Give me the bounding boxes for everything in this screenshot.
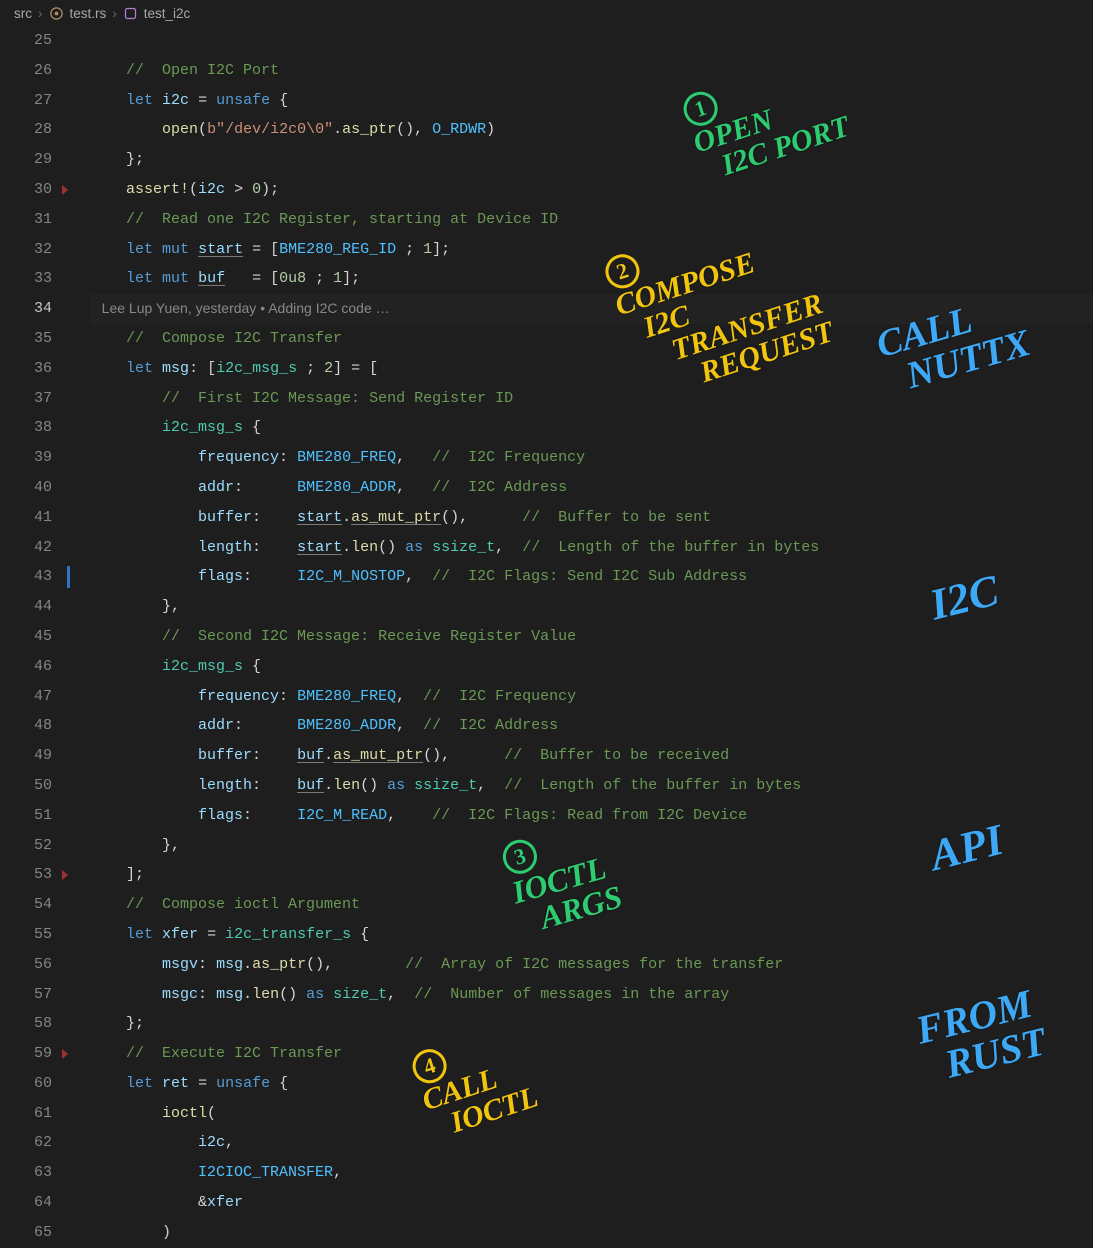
line-number: 41 xyxy=(0,503,52,533)
code-line[interactable]: frequency: BME280_FREQ, // I2C Frequency xyxy=(90,443,1093,473)
code-line[interactable]: msgc: msg.len() as size_t, // Number of … xyxy=(90,980,1093,1010)
code-line[interactable]: // Open I2C Port xyxy=(90,56,1093,86)
line-number: 39 xyxy=(0,443,52,473)
code-line[interactable]: let xfer = i2c_transfer_s { xyxy=(90,920,1093,950)
line-number: 55 xyxy=(0,920,52,950)
line-number: 33 xyxy=(0,264,52,294)
line-number: 37 xyxy=(0,384,52,414)
line-number: 36 xyxy=(0,354,52,384)
line-number: 43 xyxy=(0,562,52,592)
chevron-right-icon: › xyxy=(38,6,43,21)
code-line[interactable]: buffer: buf.as_mut_ptr(), // Buffer to b… xyxy=(90,741,1093,771)
line-number: 53 xyxy=(0,860,52,890)
code-line[interactable]: ]; xyxy=(90,860,1093,890)
code-line[interactable]: open(b"/dev/i2c0\0".as_ptr(), O_RDWR) xyxy=(90,115,1093,145)
chevron-right-icon: › xyxy=(112,6,117,21)
code-line[interactable]: }, xyxy=(90,831,1093,861)
code-line[interactable]: let mut start = [BME280_REG_ID ; 1]; xyxy=(90,235,1093,265)
line-number: 35 xyxy=(0,324,52,354)
line-number: 45 xyxy=(0,622,52,652)
line-number: 59 xyxy=(0,1039,52,1069)
fold-marker-icon xyxy=(62,185,68,195)
line-number: 42 xyxy=(0,533,52,563)
code-line[interactable]: frequency: BME280_FREQ, // I2C Frequency xyxy=(90,682,1093,712)
code-line[interactable]: // Read one I2C Register, starting at De… xyxy=(90,205,1093,235)
code-line[interactable]: // Execute I2C Transfer xyxy=(90,1039,1093,1069)
line-number: 61 xyxy=(0,1099,52,1129)
line-number: 49 xyxy=(0,741,52,771)
line-number: 40 xyxy=(0,473,52,503)
code-area[interactable]: // Open I2C Port let i2c = unsafe { open… xyxy=(82,26,1093,1238)
code-line[interactable]: let mut buf = [0u8 ; 1]; xyxy=(90,264,1093,294)
code-line[interactable]: ) xyxy=(90,1218,1093,1248)
line-number: 56 xyxy=(0,950,52,980)
code-line[interactable]: msgv: msg.as_ptr(), // Array of I2C mess… xyxy=(90,950,1093,980)
line-number: 30 xyxy=(0,175,52,205)
code-line[interactable]: // Second I2C Message: Receive Register … xyxy=(90,622,1093,652)
line-number: 32 xyxy=(0,235,52,265)
line-number: 48 xyxy=(0,711,52,741)
line-number: 65 xyxy=(0,1218,52,1248)
line-number: 62 xyxy=(0,1128,52,1158)
code-line[interactable]: let msg: [i2c_msg_s ; 2] = [ xyxy=(90,354,1093,384)
code-line[interactable]: &xfer xyxy=(90,1188,1093,1218)
line-number: 63 xyxy=(0,1158,52,1188)
code-line[interactable]: addr: BME280_ADDR, // I2C Address xyxy=(90,473,1093,503)
code-line[interactable]: buffer: start.as_mut_ptr(), // Buffer to… xyxy=(90,503,1093,533)
symbol-function-icon xyxy=(123,6,138,21)
code-line[interactable]: i2c_msg_s { xyxy=(90,413,1093,443)
line-number: 44 xyxy=(0,592,52,622)
code-line[interactable]: }; xyxy=(90,145,1093,175)
code-line[interactable]: flags: I2C_M_READ, // I2C Flags: Read fr… xyxy=(90,801,1093,831)
gutter-change-bar xyxy=(67,566,70,588)
line-number: 64 xyxy=(0,1188,52,1218)
line-number: 28 xyxy=(0,115,52,145)
code-line[interactable]: i2c_msg_s { xyxy=(90,652,1093,682)
code-line[interactable] xyxy=(90,26,1093,56)
rust-file-icon xyxy=(49,6,64,21)
breadcrumb-item-file[interactable]: test.rs xyxy=(70,6,107,21)
code-line[interactable]: assert!(i2c > 0); xyxy=(90,175,1093,205)
line-number: 60 xyxy=(0,1069,52,1099)
code-line[interactable]: }, xyxy=(90,592,1093,622)
line-number-gutter: 2526272829303132333435363738394041424344… xyxy=(0,26,82,1238)
line-number: 29 xyxy=(0,145,52,175)
line-number: 25 xyxy=(0,26,52,56)
line-number: 51 xyxy=(0,801,52,831)
code-line[interactable]: I2CIOC_TRANSFER, xyxy=(90,1158,1093,1188)
line-number: 52 xyxy=(0,831,52,861)
breadcrumb-item-src[interactable]: src xyxy=(14,6,32,21)
code-line[interactable]: let ret = unsafe { xyxy=(90,1069,1093,1099)
line-number: 27 xyxy=(0,86,52,116)
line-number: 31 xyxy=(0,205,52,235)
fold-marker-icon xyxy=(62,870,68,880)
code-editor[interactable]: 2526272829303132333435363738394041424344… xyxy=(0,26,1093,1238)
line-number: 46 xyxy=(0,652,52,682)
line-number: 54 xyxy=(0,890,52,920)
code-line[interactable]: }; xyxy=(90,1009,1093,1039)
code-line[interactable]: length: buf.len() as ssize_t, // Length … xyxy=(90,771,1093,801)
line-number: 50 xyxy=(0,771,52,801)
code-line[interactable]: // First I2C Message: Send Register ID xyxy=(90,384,1093,414)
line-number: 58 xyxy=(0,1009,52,1039)
line-number: 34 xyxy=(0,294,52,324)
code-line[interactable]: i2c, xyxy=(90,1128,1093,1158)
code-line[interactable]: length: start.len() as ssize_t, // Lengt… xyxy=(90,533,1093,563)
code-line[interactable]: // Compose ioctl Argument xyxy=(90,890,1093,920)
code-line[interactable]: addr: BME280_ADDR, // I2C Address xyxy=(90,711,1093,741)
breadcrumb: src › test.rs › test_i2c xyxy=(0,0,1093,26)
line-number: 57 xyxy=(0,980,52,1010)
code-line[interactable]: // Compose I2C Transfer xyxy=(90,324,1093,354)
fold-marker-icon xyxy=(62,1049,68,1059)
line-number: 26 xyxy=(0,56,52,86)
line-number: 38 xyxy=(0,413,52,443)
code-line[interactable]: let i2c = unsafe { xyxy=(90,86,1093,116)
code-line[interactable]: Lee Lup Yuen, yesterday • Adding I2C cod… xyxy=(90,294,1093,324)
code-line[interactable]: flags: I2C_M_NOSTOP, // I2C Flags: Send … xyxy=(90,562,1093,592)
breadcrumb-item-symbol[interactable]: test_i2c xyxy=(144,6,191,21)
line-number: 47 xyxy=(0,682,52,712)
code-line[interactable]: ioctl( xyxy=(90,1099,1093,1129)
